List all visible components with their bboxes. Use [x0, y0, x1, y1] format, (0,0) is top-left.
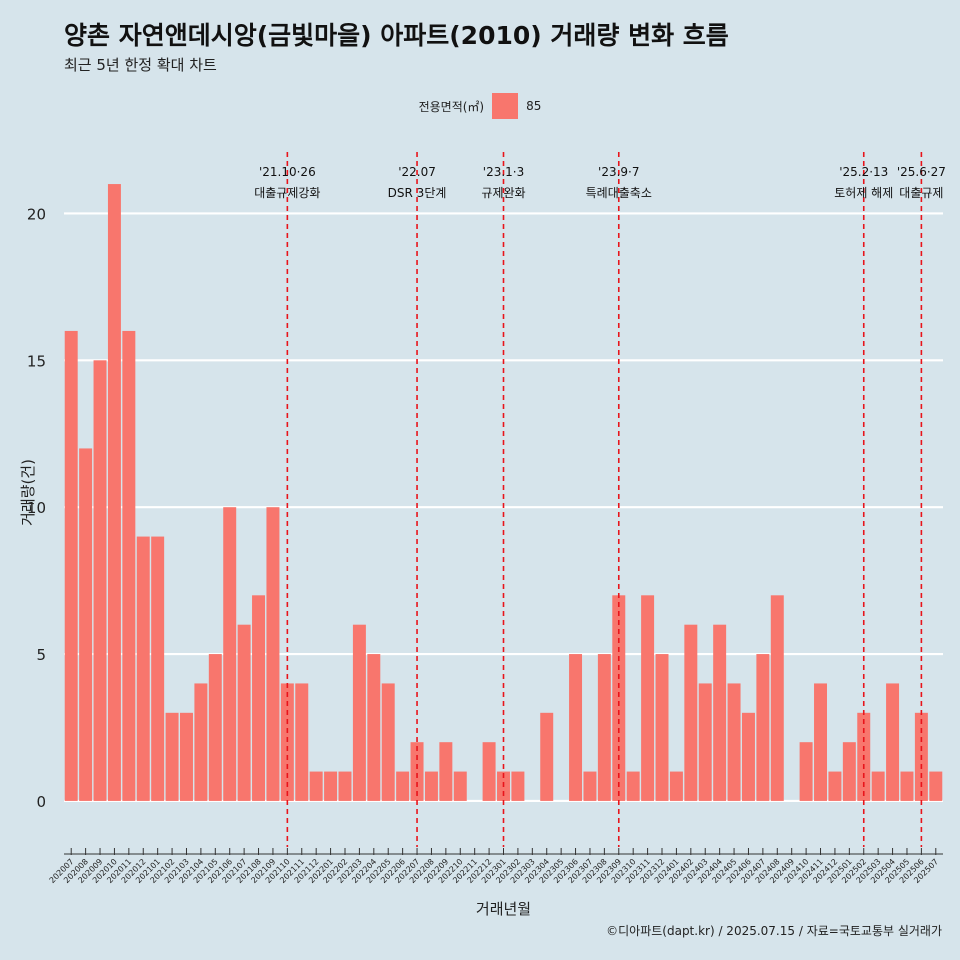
bar: [626, 771, 640, 801]
bar: [136, 536, 150, 801]
y-tick-label: 20: [27, 205, 46, 223]
event-name-label: 토허제 해제: [834, 186, 893, 200]
bar: [367, 654, 381, 801]
bar: [842, 742, 856, 801]
legend-title: 전용면적(㎡): [418, 99, 485, 114]
bar: [741, 712, 755, 801]
y-tick-label: 15: [27, 352, 46, 370]
bar: [828, 771, 842, 801]
bar: [165, 712, 179, 801]
bar: [151, 536, 165, 801]
bar: [886, 683, 900, 801]
bar: [208, 654, 222, 801]
bar: [295, 683, 309, 801]
y-tick-label: 5: [36, 646, 46, 664]
event-date-label: '23.1·3: [483, 165, 524, 179]
bar: [713, 624, 727, 801]
event-date-label: '21.10·26: [259, 165, 316, 179]
event-name-label: 대출규제: [899, 186, 943, 200]
bar: [252, 595, 266, 801]
bar: [410, 742, 424, 801]
event-name-label: 특례대출축소: [586, 186, 652, 200]
bar: [641, 595, 655, 801]
bar: [540, 712, 554, 801]
event-date-label: '23.9·7: [598, 165, 639, 179]
bar: [814, 683, 828, 801]
legend: 전용면적(㎡) 85: [0, 93, 960, 119]
bar: [237, 624, 251, 801]
event-name-label: 대출규제강화: [254, 186, 320, 200]
bar: [223, 507, 237, 801]
bar: [583, 771, 597, 801]
bar: [352, 624, 366, 801]
bar: [439, 742, 453, 801]
bar: [309, 771, 323, 801]
bar: [338, 771, 352, 801]
legend-swatch: [492, 93, 519, 119]
bar: [655, 654, 669, 801]
bar: [482, 742, 496, 801]
chart-title: 양촌 자연앤데시앙(금빛마을) 아파트(2010) 거래량 변화 흐름: [64, 21, 729, 50]
bar: [727, 683, 741, 801]
bar: [511, 771, 525, 801]
bar: [381, 683, 395, 801]
bar: [453, 771, 467, 801]
bar: [79, 448, 93, 801]
event-date-label: '22.07: [398, 165, 436, 179]
legend-item-label: 85: [526, 99, 542, 113]
event-date-label: '25.6·27: [897, 165, 946, 179]
bar: [107, 184, 121, 801]
bar: [424, 771, 438, 801]
chart-subtitle: 최근 5년 한정 확대 차트: [64, 56, 217, 74]
bar: [770, 595, 784, 801]
bar: [684, 624, 698, 801]
bar: [266, 507, 280, 801]
y-tick-label: 10: [27, 499, 46, 517]
bar: [597, 654, 611, 801]
source-caption: ©디아파트(dapt.kr) / 2025.07.15 / 자료=국토교통부 실…: [606, 924, 942, 938]
bar: [122, 330, 136, 801]
event-name-label: 규제완화: [481, 186, 525, 200]
bar: [900, 771, 914, 801]
bar: [871, 771, 885, 801]
bar: [698, 683, 712, 801]
bar: [669, 771, 683, 801]
bar: [194, 683, 208, 801]
bar: [179, 712, 193, 801]
bar: [324, 771, 338, 801]
bar: [93, 360, 107, 801]
y-axis-title: 거래량(건): [19, 459, 37, 526]
bar: [929, 771, 943, 801]
bar: [569, 654, 583, 801]
x-axis-title: 거래년월: [476, 900, 531, 918]
event-name-label: DSR 3단계: [388, 186, 447, 200]
bar: [799, 742, 813, 801]
bar: [280, 683, 294, 801]
bar: [612, 595, 626, 801]
bar: [396, 771, 410, 801]
bar: [64, 330, 78, 801]
event-date-label: '25.2·13: [839, 165, 888, 179]
bar: [756, 654, 770, 801]
y-tick-label: 0: [36, 793, 46, 811]
